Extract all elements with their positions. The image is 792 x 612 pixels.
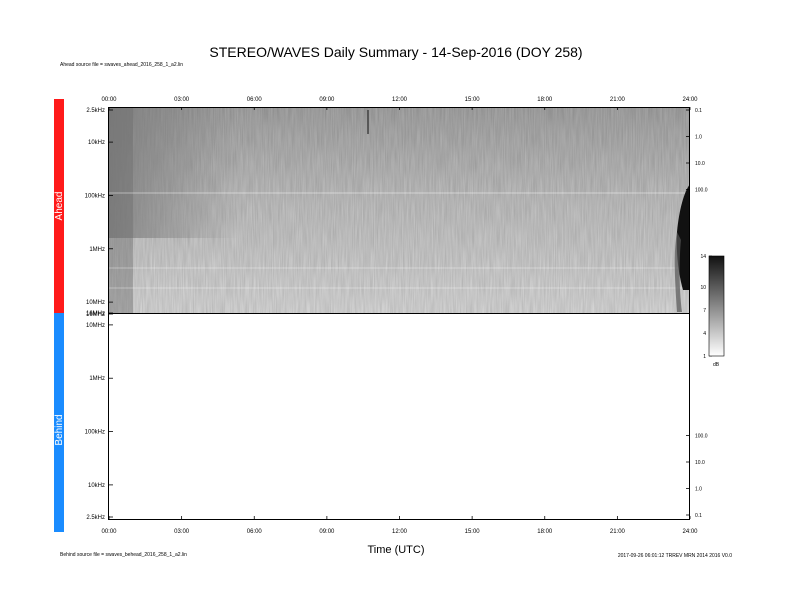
behind-label: Behind	[54, 414, 65, 445]
colorbar-tick-label: 14	[700, 254, 706, 260]
behind-freq-tick-label: 16MHz	[86, 312, 105, 318]
x-tick-label-top: 24:00	[682, 97, 698, 103]
behind-freq-tick-label: 10MHz	[86, 323, 105, 329]
x-tick-label-top: 21:00	[610, 97, 626, 103]
chart-title: STEREO/WAVES Daily Summary - 14-Sep-2016…	[209, 44, 583, 60]
behind-freq-tick-label: 100kHz	[85, 430, 105, 436]
ahead-freq-tick-label: 2.5kHz	[86, 108, 105, 114]
x-tick-label-top: 03:00	[174, 97, 190, 103]
x-tick-label-top: 00:00	[101, 97, 117, 103]
x-tick-label-bottom: 03:00	[174, 529, 190, 535]
ahead-right-tick-label: 0.1	[695, 108, 702, 114]
x-tick-label-top: 06:00	[247, 97, 263, 103]
x-tick-label-bottom: 18:00	[537, 529, 553, 535]
behind-freq-tick-label: 1MHz	[89, 376, 105, 382]
behind-spectrogram	[109, 313, 690, 519]
behind-right-tick-label: 100.0	[695, 434, 708, 440]
behind-freq-tick-label: 10kHz	[88, 483, 105, 489]
ahead-spectrogram	[109, 108, 690, 313]
ahead-freq-tick-label: 10kHz	[88, 140, 105, 146]
ahead-right-tick-label: 10.0	[695, 161, 705, 167]
x-tick-label-top: 12:00	[392, 97, 408, 103]
colorbar-tick-label: 7	[703, 308, 706, 314]
colorbar-tick-label: 1	[703, 354, 706, 360]
x-tick-label-bottom: 24:00	[682, 529, 698, 535]
behind-right-tick-label: 1.0	[695, 487, 702, 493]
ahead-side-bar	[54, 99, 64, 313]
burst-tail	[674, 232, 682, 312]
ahead-source-note: Ahead source file = swaves_ahead_2016_25…	[60, 62, 184, 68]
colorbar-unit: dB	[713, 362, 720, 368]
colorbar-gradient	[708, 255, 725, 357]
ahead-freq-tick-label: 16MHz	[86, 311, 105, 317]
x-tick-label-bottom: 06:00	[247, 529, 263, 535]
colorbar-tick-label: 4	[703, 331, 706, 337]
ahead-freq-tick-label: 100kHz	[85, 193, 105, 199]
colorbar-tick-label: 10	[700, 285, 706, 291]
behind-freq-tick-label: 2.5kHz	[86, 515, 105, 521]
x-tick-label-bottom: 15:00	[465, 529, 481, 535]
type-iii-burst	[676, 184, 690, 290]
ahead-label: Ahead	[54, 192, 65, 221]
behind-side-bar	[54, 313, 64, 532]
ahead-freq-tick-label: 10MHz	[86, 300, 105, 306]
x-tick-label-top: 18:00	[537, 97, 553, 103]
x-axis-label: Time (UTC)	[367, 544, 425, 556]
behind-plot-frame	[108, 313, 690, 520]
colorbar: dB	[708, 255, 725, 368]
behind-right-tick-label: 10.0	[695, 460, 705, 466]
early-emission-band	[109, 108, 133, 313]
axis-ticks: 00:00 00:00 03:00 03:00 06:00 06:00 09:00 09:00…	[85, 97, 712, 535]
footer-version-note: 2017-09-26 06:01:12 TRREV MRN 2014 2016 …	[617, 553, 732, 559]
ahead-right-tick-label: 100.0	[695, 188, 708, 194]
x-tick-label-bottom: 21:00	[610, 529, 626, 535]
ahead-freq-tick-label: 1MHz	[89, 247, 105, 253]
x-tick-label-bottom: 09:00	[319, 529, 335, 535]
x-tick-label-bottom: 12:00	[392, 529, 408, 535]
x-tick-label-bottom: 00:00	[101, 529, 117, 535]
ahead-right-tick-label: 1.0	[695, 135, 702, 141]
behind-source-note: Behind source file = swaves_behead_2016_…	[60, 552, 187, 558]
low-frequency-emission	[109, 108, 239, 238]
x-tick-label-top: 09:00	[319, 97, 335, 103]
x-tick-label-top: 15:00	[465, 97, 481, 103]
behind-right-tick-label: 0.1	[695, 513, 702, 519]
